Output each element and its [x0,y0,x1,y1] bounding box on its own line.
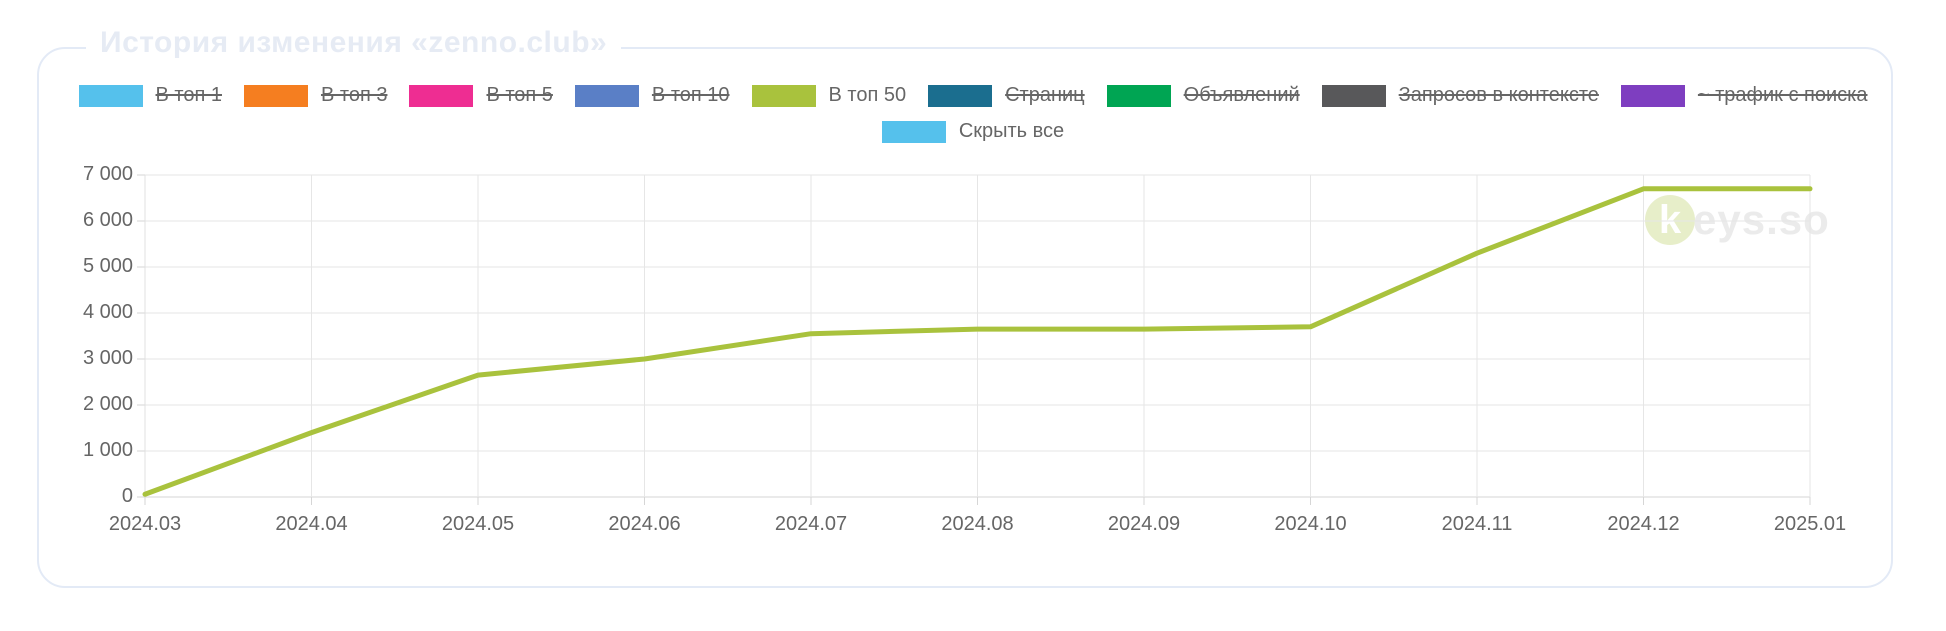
legend-item-label: В топ 3 [320,84,388,106]
legend-item-5[interactable]: Страниц [928,84,1085,107]
legend-swatch-icon [409,84,474,107]
legend-swatch-icon [78,84,143,107]
y-axis-label: 1 000 [82,439,133,461]
legend-swatch-icon [1106,84,1171,107]
chart-legend: В топ 1 В топ 3 В топ 5 В топ 10 В топ 50 Стр… [60,84,1886,143]
y-axis-label: 5 000 [82,255,133,277]
legend-swatch-icon [574,84,639,107]
legend-item-3[interactable]: В топ 10 [574,84,730,107]
x-axis-label: 2024.06 [608,513,681,535]
keys-so-watermark-text: eys.so [1693,196,1830,243]
legend-item-label: Скрыть все [958,120,1065,142]
legend-item-label: Страниц [1005,84,1085,106]
legend-item-4[interactable]: В топ 50 [751,84,907,107]
legend-row-series: В топ 1 В топ 3 В топ 5 В топ 10 В топ 50 Стр… [68,84,1879,107]
legend-row-hide-all: Скрыть все [871,120,1075,143]
x-axis-label: 2025.01 [1773,513,1847,535]
keys-so-watermark: k eys.so [1645,195,1830,245]
y-axis-label: 2 000 [82,393,133,415]
legend-swatch-icon [1620,84,1685,107]
x-axis-label: 2024.10 [1274,513,1347,535]
x-axis-label: 2024.08 [941,513,1014,535]
x-axis-label: 2024.04 [275,513,348,535]
x-axis-label: 2024.11 [1441,513,1513,535]
x-axis-label: 2024.09 [1107,513,1181,535]
legend-swatch-icon [881,120,946,143]
legend-item-2[interactable]: В топ 5 [409,84,553,107]
legend-item-8[interactable]: ~ трафик с поиска [1620,84,1868,107]
x-axis-label: 2024.05 [441,513,515,535]
legend-item-label: Запросов в контексте [1398,84,1599,106]
legend-swatch-icon [1321,84,1386,107]
x-axis-label: 2024.12 [1607,513,1680,535]
y-axis-label: 4 000 [82,301,133,323]
y-axis-label: 0 [121,485,133,507]
legend-item-label: Объявлений [1183,84,1300,106]
legend-item-6[interactable]: Объявлений [1106,84,1300,107]
legend-swatch-icon [751,84,816,107]
keys-so-logo-icon: k [1645,195,1695,245]
series-line-В топ 50 [142,186,1813,497]
page-title: История изменения «zenno.club» [86,26,622,60]
history-chart-card [37,47,1893,588]
legend-item-label: В топ 10 [651,84,730,106]
legend-item-label: В топ 5 [486,84,553,106]
y-axis-label: 3 000 [82,347,133,369]
legend-item-label: ~ трафик с поиска [1697,84,1868,106]
legend-item-0[interactable]: В топ 1 [78,84,222,107]
x-axis-label: 2024.07 [774,513,848,535]
legend-item-label: В топ 1 [155,84,222,106]
legend-swatch-icon [928,84,993,107]
legend-swatch-icon [243,84,308,107]
legend-item-label: В топ 50 [828,84,907,106]
y-axis-label: 7 000 [82,163,133,185]
x-axis-label: 2024.03 [108,513,182,535]
y-axis-label: 6 000 [82,209,133,231]
legend-item-hide-all[interactable]: Скрыть все [881,120,1065,143]
legend-item-1[interactable]: В топ 3 [243,84,388,107]
legend-item-7[interactable]: Запросов в контексте [1321,84,1599,107]
